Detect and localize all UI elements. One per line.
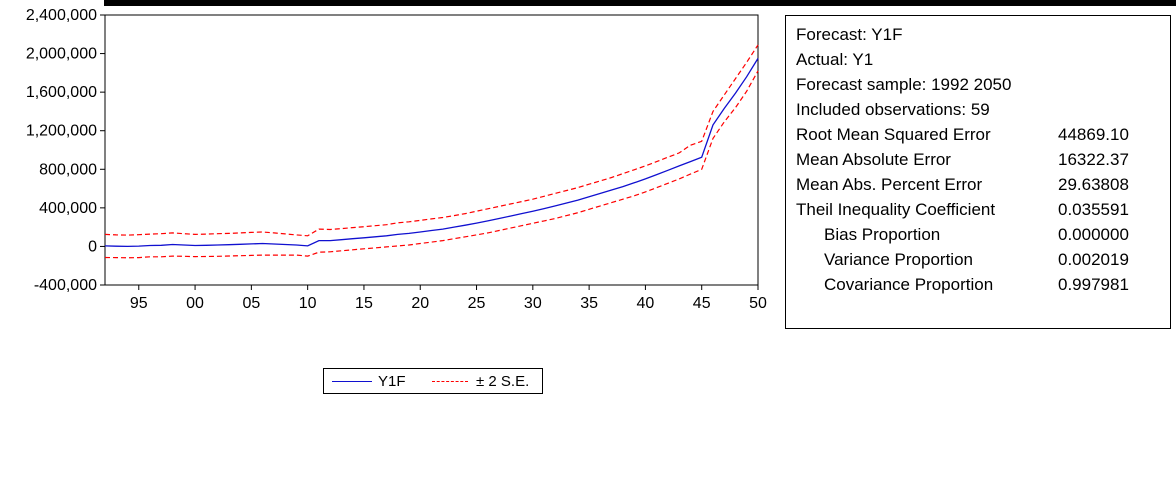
x-tick-label: 40	[637, 295, 655, 312]
stat-variance-label: Variance Proportion	[824, 250, 973, 269]
y-tick-label: 800,000	[39, 161, 97, 178]
legend-forecast-swatch	[332, 381, 372, 382]
stat-forecast-label: Forecast: Y1F	[796, 25, 903, 44]
stat-theil-value: 0.035591	[1058, 200, 1129, 219]
x-tick-label: 30	[524, 295, 542, 312]
forecast-line	[104, 58, 759, 248]
stat-theil-label: Theil Inequality Coefficient	[796, 200, 996, 219]
plot-frame	[104, 14, 759, 286]
stat-rmse: Root Mean Squared Error 44869.10	[796, 123, 1164, 147]
y-tick-label: 0	[88, 238, 97, 255]
forecast-stats-box: Forecast: Y1F Actual: Y1 Forecast sample…	[785, 15, 1171, 329]
stat-bias-value: 0.000000	[1058, 225, 1129, 244]
stat-covariance-value: 0.997981	[1058, 275, 1129, 294]
x-tick-label: 45	[693, 295, 711, 312]
stat-observations: Included observations: 59	[796, 98, 1164, 122]
legend-bands-label: ± 2 S.E.	[476, 373, 530, 390]
x-tick-label: 95	[130, 295, 148, 312]
stat-sample-label: Forecast sample: 1992 2050	[796, 75, 1012, 94]
stat-actual-label: Actual: Y1	[796, 50, 874, 69]
stat-observations-label: Included observations: 59	[796, 100, 990, 119]
stat-mape: Mean Abs. Percent Error 29.63808	[796, 173, 1164, 197]
x-tick-label: 20	[411, 295, 429, 312]
stat-theil: Theil Inequality Coefficient 0.035591	[796, 198, 1164, 222]
stat-variance: Variance Proportion 0.002019	[796, 248, 1164, 272]
stat-mape-value: 29.63808	[1058, 175, 1129, 194]
chart-legend: Y1F ± 2 S.E.	[323, 368, 543, 394]
x-tick-label: 10	[299, 295, 317, 312]
legend-bands-swatch	[432, 381, 468, 382]
legend-forecast-label: Y1F	[378, 373, 406, 390]
stat-mae-value: 16322.37	[1058, 150, 1129, 169]
stat-sample: Forecast sample: 1992 2050	[796, 73, 1164, 97]
stat-mae: Mean Absolute Error 16322.37	[796, 148, 1164, 172]
x-tick-label: 25	[468, 295, 486, 312]
stat-bias-label: Bias Proportion	[824, 225, 941, 244]
x-tick-label: 50	[749, 295, 767, 312]
lower-band-line	[104, 70, 759, 259]
forecast-chart: -400,000 0 400,000 800,000 1,200,000 1,600,00…	[26, 7, 767, 312]
x-tick-label: 05	[242, 295, 260, 312]
x-tick-label: 00	[186, 295, 204, 312]
stat-actual: Actual: Y1	[796, 48, 1164, 72]
stat-covariance-label: Covariance Proportion	[824, 275, 994, 294]
y-tick-label: 2,400,000	[26, 7, 97, 24]
stat-rmse-value: 44869.10	[1058, 125, 1129, 144]
y-tick-label: 2,000,000	[26, 46, 97, 63]
stat-forecast: Forecast: Y1F	[796, 23, 1164, 47]
upper-band-line	[104, 44, 759, 237]
stat-variance-value: 0.002019	[1058, 250, 1129, 269]
y-tick-label: 1,600,000	[26, 84, 97, 101]
stat-bias: Bias Proportion 0.000000	[796, 223, 1164, 247]
y-tick-label: -400,000	[34, 277, 97, 294]
x-tick-label: 15	[355, 295, 373, 312]
x-tick-label: 35	[580, 295, 598, 312]
stat-mape-label: Mean Abs. Percent Error	[796, 175, 983, 194]
stat-mae-label: Mean Absolute Error	[796, 150, 951, 169]
top-border-rule	[104, 0, 1176, 6]
y-tick-label: 1,200,000	[26, 123, 97, 140]
stat-covariance: Covariance Proportion 0.997981	[796, 273, 1164, 297]
y-tick-label: 400,000	[39, 200, 97, 217]
stat-rmse-label: Root Mean Squared Error	[796, 125, 991, 144]
